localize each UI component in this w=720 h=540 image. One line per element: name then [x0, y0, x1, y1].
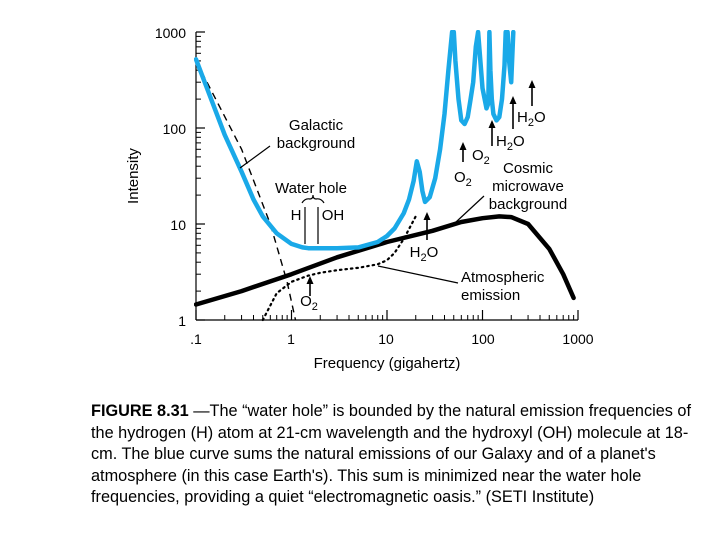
- label-galactic-line2: background: [277, 135, 355, 152]
- series-total: [194, 30, 516, 251]
- label-o2-a: O2: [454, 169, 472, 189]
- y-axis-title: Intensity: [125, 148, 142, 204]
- arrow-o2-b-head: [488, 120, 496, 128]
- xtick-label-10: 10: [378, 331, 394, 347]
- figure-caption-text: —The “water hole” is bounded by the natu…: [91, 402, 692, 507]
- xtick-label-1: 1: [287, 331, 295, 347]
- chart-axes: [195, 31, 579, 321]
- figure-caption-label: FIGURE 8.31: [91, 402, 189, 420]
- label-oh: OH: [322, 207, 345, 224]
- label-o2-b: O2: [472, 147, 490, 167]
- label-h2o-b: H2O: [517, 109, 546, 129]
- series-galactic: [195, 60, 297, 321]
- xtick-label-0.1: .1: [190, 331, 202, 347]
- arrow-h2o-b-head: [528, 80, 536, 88]
- arrow-h2o-a-head: [509, 96, 517, 104]
- ytick-label-1: 1: [178, 313, 186, 329]
- xtick-label-1000: 1000: [562, 331, 593, 347]
- label-water-hole: Water hole: [275, 180, 347, 197]
- label-h: H: [291, 207, 302, 224]
- label-o2-low: O2: [300, 293, 318, 313]
- label-galactic-line1: Galactic: [289, 117, 344, 134]
- arrow-o2-a-head: [459, 142, 467, 150]
- chart: Intensity Frequency (gigahertz) 1 10 100…: [125, 25, 594, 372]
- label-cosmic-line1: Cosmic: [503, 160, 554, 177]
- label-atmospheric-line1: Atmospheric: [461, 269, 545, 286]
- arrow-h2o-low-head: [423, 212, 431, 220]
- leader-cosmic: [455, 195, 485, 223]
- label-cosmic-line2: microwave: [492, 178, 564, 195]
- label-h2o-low: H2O: [410, 244, 439, 264]
- chart-labels: Intensity Frequency (gigahertz) 1 10 100…: [125, 25, 594, 372]
- figure-caption: FIGURE 8.31 —The “water hole” is bounded…: [91, 401, 691, 509]
- label-cosmic-line3: background: [489, 196, 567, 213]
- brace-water-hole: [301, 194, 325, 204]
- label-atmospheric-line2: emission: [461, 287, 520, 304]
- ytick-label-1000: 1000: [155, 25, 186, 41]
- label-h2o-a: H2O: [496, 133, 525, 153]
- leader-atmospheric: [377, 265, 459, 284]
- series-atmospheric: [261, 215, 417, 322]
- x-axis-title: Frequency (gigahertz): [314, 355, 461, 372]
- chart-annotations: [239, 80, 536, 296]
- arrow-o2-low-head: [306, 276, 314, 284]
- xtick-label-100: 100: [471, 331, 495, 347]
- series-cmb: [194, 214, 576, 307]
- leader-galactic: [239, 145, 271, 169]
- chart-series: [194, 30, 576, 322]
- ytick-label-100: 100: [163, 121, 187, 137]
- ytick-label-10: 10: [170, 217, 186, 233]
